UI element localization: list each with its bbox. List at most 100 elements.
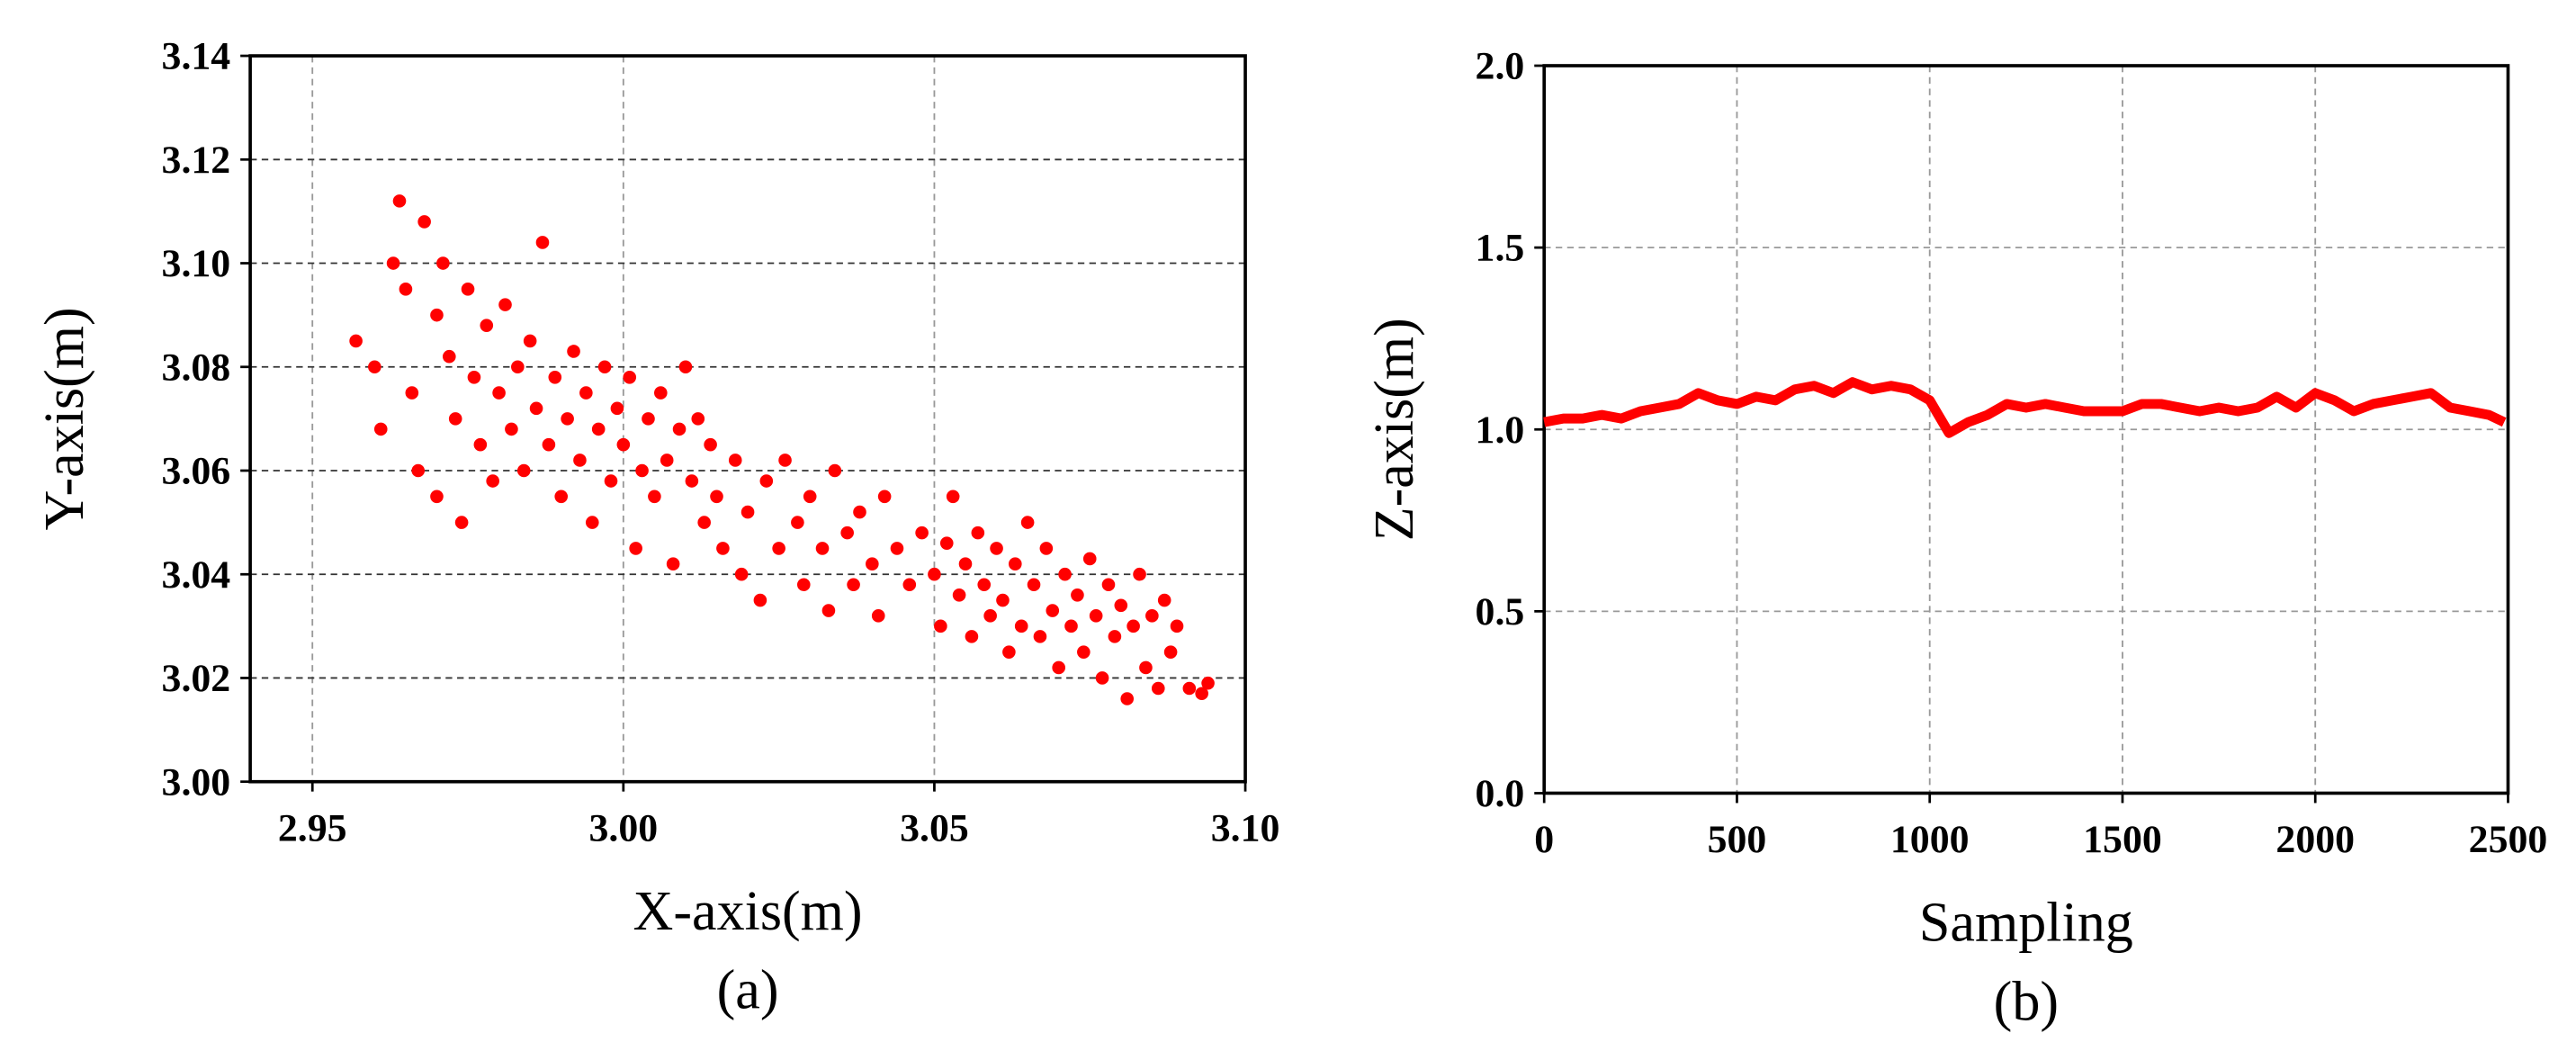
point [977, 578, 992, 592]
point [1182, 681, 1197, 696]
point [516, 463, 531, 478]
y-tick-label: 3.00 [162, 760, 231, 804]
point [1071, 588, 1084, 602]
point [448, 412, 462, 426]
point [990, 542, 1003, 555]
point [983, 609, 997, 623]
point [1145, 609, 1159, 623]
point [548, 370, 562, 384]
point [1002, 645, 1016, 659]
point [430, 308, 444, 322]
point [654, 386, 668, 400]
y-tick-label: 3.08 [162, 346, 231, 389]
point [1077, 645, 1091, 659]
y-tick-label: 3.04 [162, 553, 231, 597]
point [635, 463, 649, 478]
y-tick-label: 0.0 [1476, 772, 1525, 815]
point [778, 454, 792, 467]
point [1126, 619, 1140, 633]
point [796, 578, 811, 592]
point [511, 360, 525, 374]
x-tick-label: 2.95 [278, 806, 347, 849]
point [505, 422, 518, 436]
point [716, 542, 730, 555]
y-tick-label: 3.12 [162, 139, 231, 182]
point [821, 604, 836, 617]
point [946, 490, 960, 504]
point [1157, 593, 1171, 607]
point [623, 370, 637, 384]
point [928, 567, 941, 581]
point [704, 437, 717, 452]
point [965, 630, 979, 643]
point [934, 619, 947, 633]
point [1064, 619, 1078, 633]
point [1114, 598, 1128, 613]
point [803, 490, 817, 504]
point [660, 454, 674, 467]
plot-frame [248, 54, 1247, 784]
point [561, 412, 574, 426]
point [535, 236, 550, 249]
point [461, 283, 475, 296]
x-tick-label: 3.05 [900, 806, 969, 849]
point [597, 360, 612, 374]
point [1046, 604, 1060, 617]
y-tick-label: 3.10 [162, 242, 231, 285]
y-tick-label: 3.14 [162, 35, 231, 78]
point [591, 422, 606, 436]
point [373, 422, 388, 436]
point [710, 490, 723, 504]
point [678, 360, 693, 374]
point [368, 360, 381, 374]
point [740, 505, 755, 519]
x-tick-label: 1500 [2083, 818, 2162, 861]
point [467, 370, 481, 384]
point [666, 557, 680, 571]
point [902, 578, 917, 592]
point [877, 490, 892, 504]
point [971, 526, 985, 540]
point [642, 412, 655, 426]
point [616, 437, 631, 452]
point [480, 319, 494, 332]
y-tick-label: 3.06 [162, 450, 231, 493]
point [952, 588, 966, 602]
point [417, 215, 431, 229]
point [405, 386, 419, 400]
point [579, 386, 593, 400]
point [1201, 676, 1215, 690]
x-axis-label: Sampling [1919, 893, 2133, 954]
point [1108, 630, 1122, 643]
point [1139, 660, 1153, 675]
point [996, 593, 1010, 607]
point [454, 516, 469, 529]
point [734, 567, 749, 581]
point [1052, 660, 1065, 675]
point [1120, 692, 1135, 705]
x-tick-label: 500 [1708, 818, 1767, 861]
point [585, 516, 599, 529]
caption: (b) [1994, 971, 2059, 1032]
x-tick-label: 1000 [1890, 818, 1970, 861]
point [648, 490, 661, 504]
y-tick-label: 3.02 [162, 657, 231, 700]
point [542, 437, 556, 452]
point [1163, 645, 1178, 659]
point [890, 542, 904, 555]
point [1151, 681, 1165, 696]
point [1101, 578, 1116, 592]
point [1089, 609, 1103, 623]
point [392, 194, 407, 208]
point [573, 454, 587, 467]
point [1082, 552, 1097, 566]
point [958, 557, 973, 571]
point [529, 401, 543, 416]
point [1020, 516, 1035, 529]
point [604, 474, 618, 488]
point [866, 557, 879, 571]
point [1033, 630, 1047, 643]
point [473, 437, 488, 452]
y-axis-label: Z-axis(m) [1364, 318, 1425, 541]
